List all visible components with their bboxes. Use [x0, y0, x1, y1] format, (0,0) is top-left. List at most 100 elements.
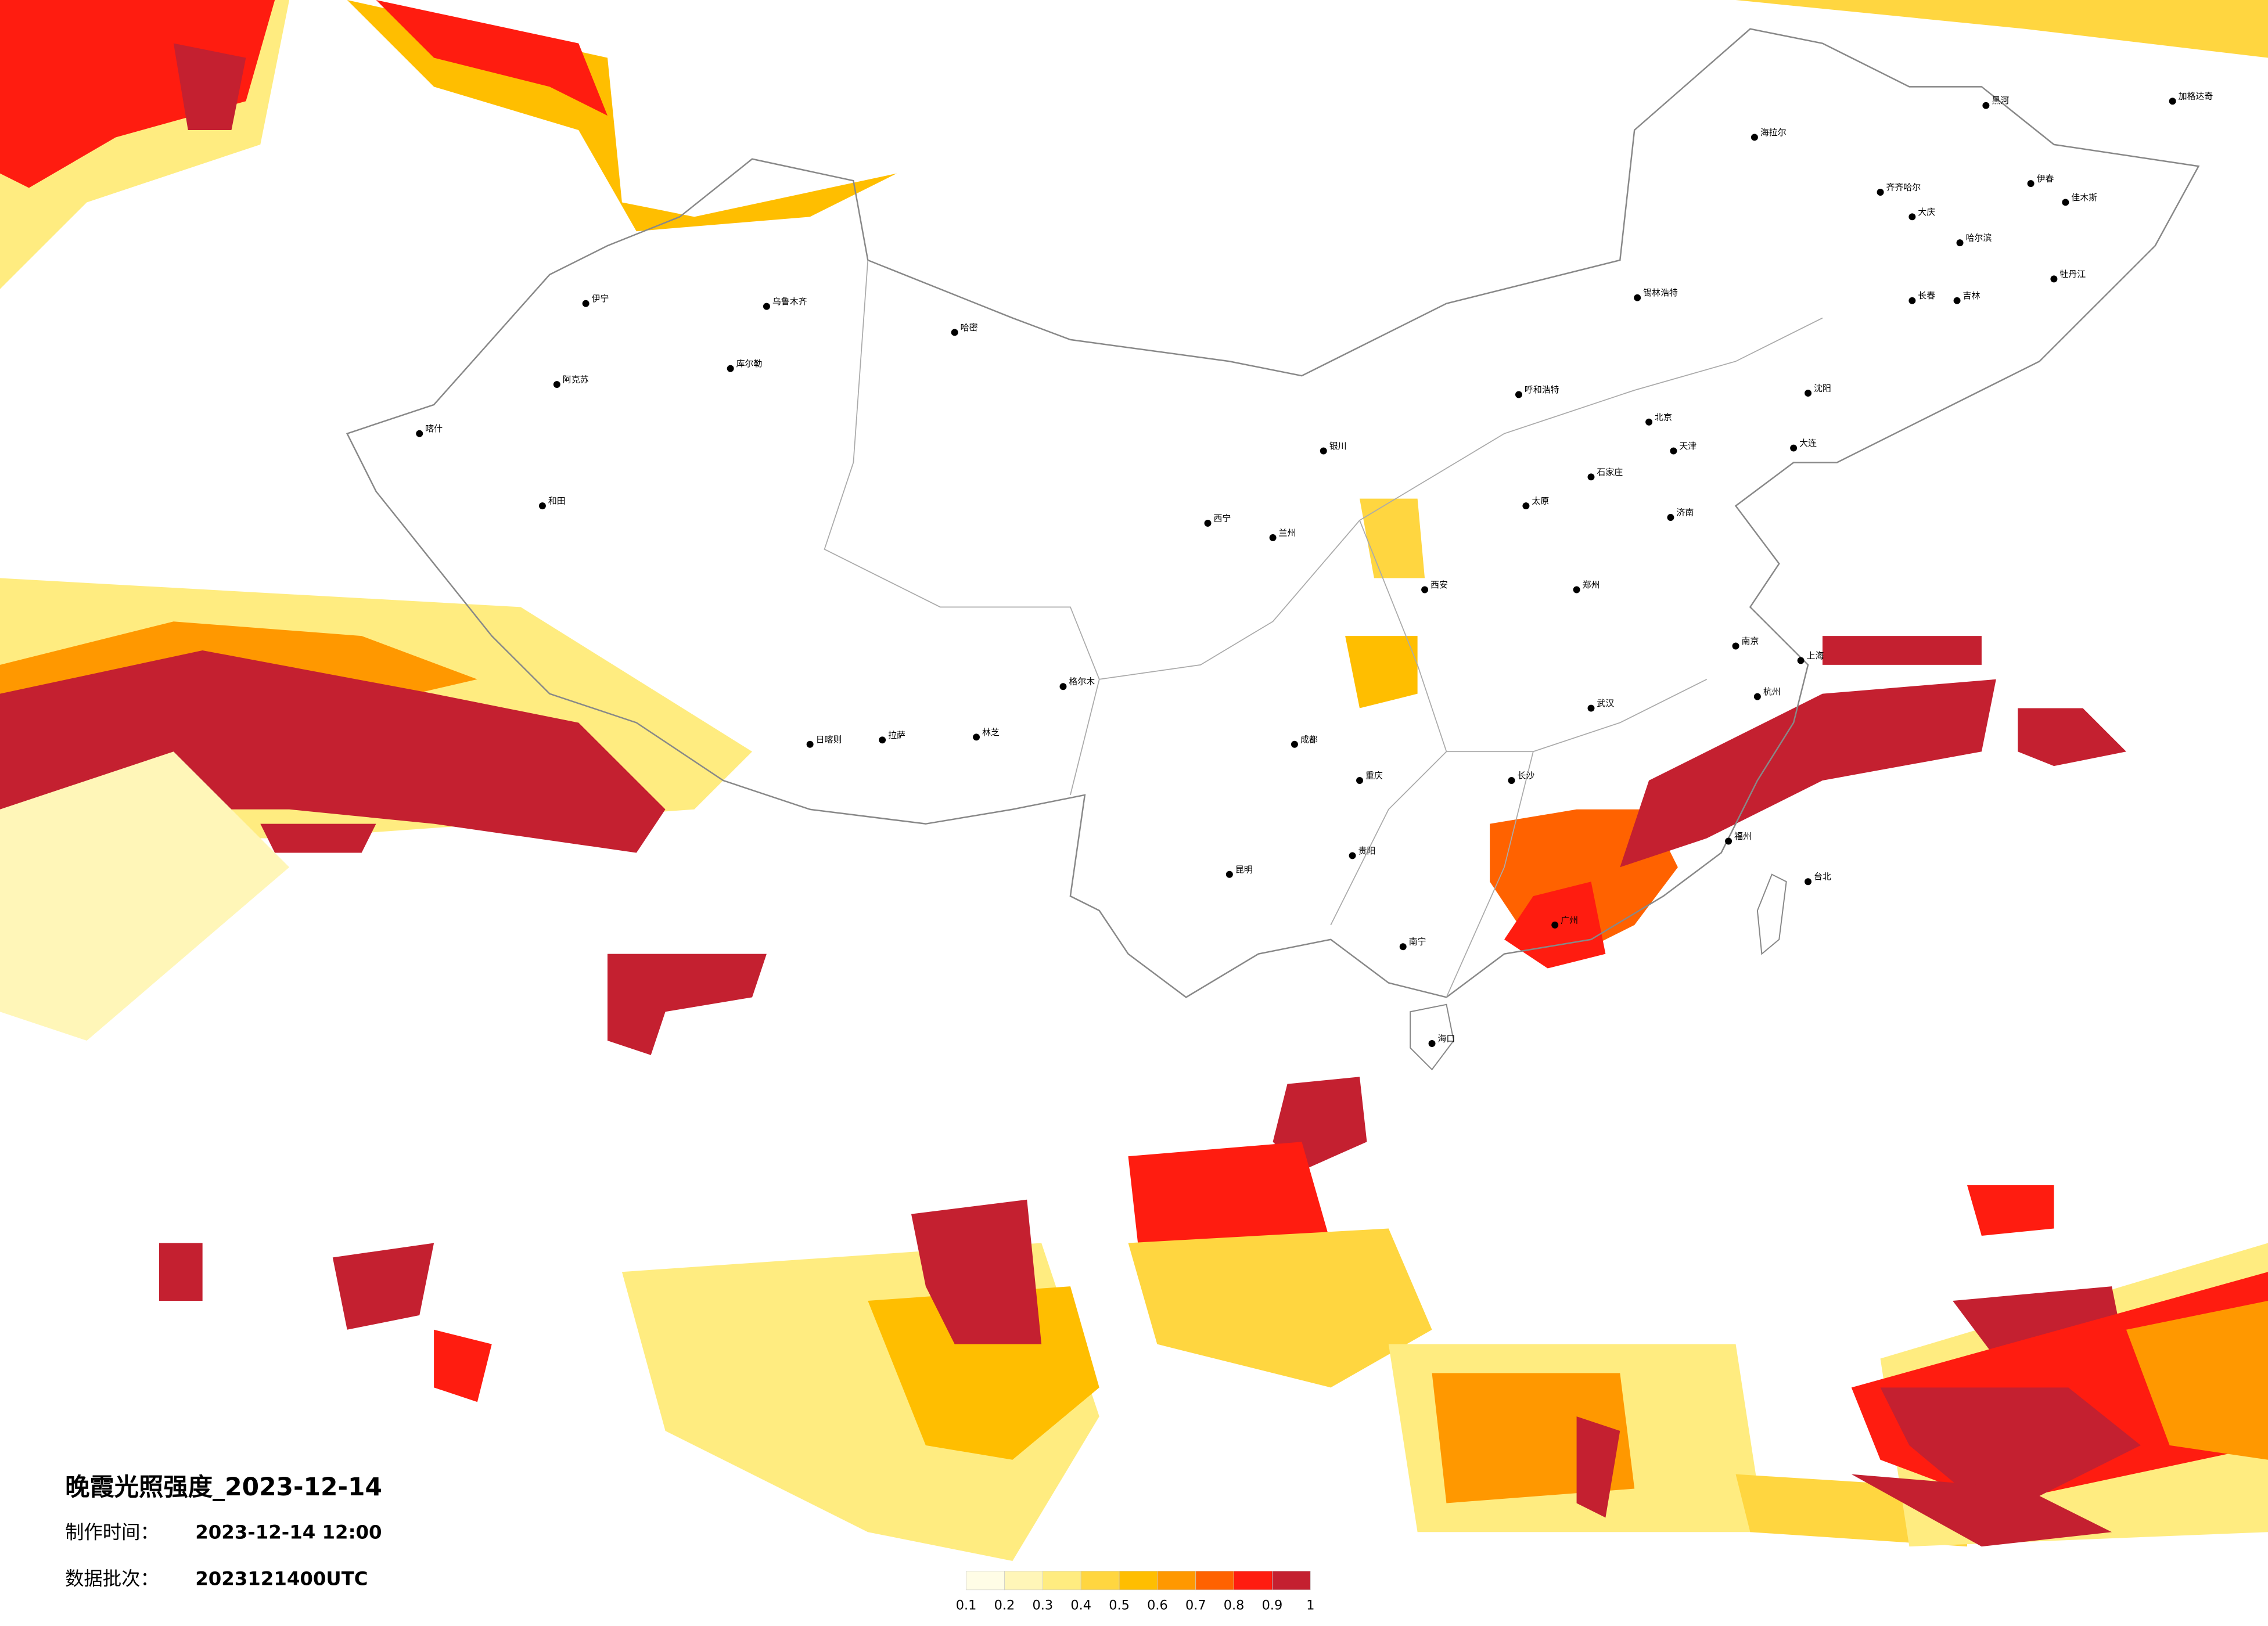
city-dot: [1225, 870, 1233, 878]
city-dot: [2050, 275, 2058, 283]
intensity-patch: [0, 0, 275, 188]
city-dot: [2169, 98, 2176, 105]
city-label: 拉萨: [888, 730, 905, 740]
city-label: 乌鲁木齐: [772, 296, 807, 307]
city-label: 吉林: [1963, 290, 1981, 301]
intensity-patch: [1576, 1416, 1620, 1518]
intensity-patch: [1967, 1185, 2054, 1236]
legend-tick-label: 0.4: [1070, 1598, 1091, 1613]
city-label: 哈尔滨: [1965, 233, 1992, 243]
city-label: 哈密: [961, 322, 978, 333]
city-dot: [538, 502, 546, 510]
city-dot: [1797, 657, 1805, 664]
city-dot: [1421, 586, 1429, 593]
city-label: 格尔木: [1069, 677, 1095, 687]
legend-tick-label: 0.9: [1262, 1598, 1283, 1613]
city-dot: [553, 381, 560, 388]
city-label: 贵阳: [1358, 846, 1376, 856]
city-dot: [1551, 921, 1559, 929]
city-dot: [1634, 294, 1641, 301]
city-label: 福州: [1734, 831, 1752, 841]
city-label: 阿克苏: [563, 375, 589, 385]
legend-swatch: [1042, 1571, 1081, 1591]
city-label: 太原: [1532, 496, 1549, 506]
intensity-patch: [2126, 1301, 2268, 1460]
city-label: 北京: [1655, 412, 1672, 422]
city-dot: [1725, 837, 1733, 845]
city-label: 海口: [1437, 1034, 1455, 1044]
city-dot: [2027, 180, 2035, 188]
legend-swatch: [1004, 1571, 1043, 1591]
intensity-patch: [434, 1329, 492, 1402]
made-time: 2023-12-14 12:00: [195, 1521, 382, 1544]
intensity-patch: [2018, 708, 2126, 767]
city-label: 黑河: [1992, 95, 2009, 106]
city-label: 大庆: [1918, 207, 1935, 217]
legend-tick-label: 0.5: [1109, 1598, 1130, 1613]
city-dot: [1399, 943, 1407, 951]
intensity-patch: [868, 1286, 1099, 1460]
city-label: 南京: [1741, 636, 1759, 646]
city-dot: [1645, 418, 1653, 426]
intensity-field: [0, 0, 2268, 1561]
island-borders: [1410, 873, 1787, 1071]
city-label: 日喀则: [816, 734, 842, 744]
city-dot: [2062, 199, 2069, 206]
city-label: 兰州: [1279, 527, 1296, 538]
intensity-patch: [911, 1199, 1042, 1344]
legend-tick-label: 1: [1306, 1598, 1314, 1613]
batch: 2023121400UTC: [195, 1567, 368, 1589]
city-label: 长春: [1918, 290, 1935, 301]
city-dot: [1356, 777, 1363, 784]
city-label: 齐齐哈尔: [1886, 182, 1921, 193]
city-dot: [1204, 520, 1212, 527]
city-dot: [1953, 297, 1961, 304]
city-label: 昆明: [1235, 864, 1253, 875]
intensity-patch: [332, 1243, 434, 1330]
city-dot: [1877, 189, 1884, 196]
city-label: 郑州: [1583, 580, 1600, 590]
legend: 0.1 0.2 0.3 0.4 0.5 0.6 0.7 0.8 0.9 1: [956, 1571, 1314, 1613]
city-dot: [951, 329, 958, 336]
city-dot: [1587, 704, 1595, 712]
city-dot: [1753, 693, 1761, 700]
legend-swatch: [1119, 1571, 1158, 1591]
city-dot: [1522, 502, 1530, 510]
city-dot: [1515, 391, 1522, 398]
city-label: 呼和浩特: [1525, 384, 1559, 395]
city-label: 海拉尔: [1760, 127, 1787, 138]
intensity-patch: [607, 954, 767, 1055]
city-dot: [1982, 102, 1990, 109]
city-label: 大连: [1799, 438, 1817, 448]
intensity-patch: [173, 43, 246, 131]
city-dot: [1291, 740, 1298, 748]
city-label: 和田: [548, 496, 566, 506]
city-dot: [582, 300, 590, 307]
intensity-patch: [1620, 679, 1996, 868]
city-dot: [1573, 586, 1580, 593]
city-dot: [1587, 473, 1595, 481]
city-dot: [1956, 239, 1964, 247]
city-dot: [1805, 878, 1812, 886]
city-label: 佳木斯: [2071, 192, 2097, 203]
city-label: 银川: [1329, 441, 1347, 451]
legend-swatch: [1195, 1571, 1234, 1591]
city-label: 上海: [1807, 650, 1824, 661]
city-dot: [1428, 1040, 1436, 1047]
city-label: 重庆: [1365, 771, 1383, 781]
city-dot: [1349, 852, 1356, 859]
city-dot: [1670, 447, 1677, 455]
city-label: 喀什: [425, 423, 443, 434]
city-label: 加格达奇: [2179, 91, 2213, 102]
intensity-patch: [1851, 1474, 2112, 1547]
city-dot: [1908, 297, 1916, 304]
intensity-patch: [1360, 498, 1425, 578]
intensity-patch: [159, 1243, 203, 1301]
city-label: 长沙: [1517, 771, 1534, 781]
city-label: 南宁: [1409, 937, 1426, 947]
city-dot: [1269, 534, 1277, 541]
city-label: 牡丹江: [2059, 269, 2086, 279]
